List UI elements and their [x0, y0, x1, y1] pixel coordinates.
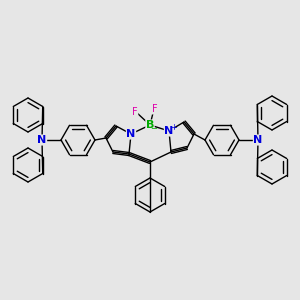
Text: −: − — [150, 124, 157, 134]
Text: N: N — [164, 126, 174, 136]
Text: N: N — [126, 129, 136, 139]
Text: F: F — [132, 107, 138, 117]
Text: +: + — [171, 122, 177, 131]
Text: N: N — [254, 135, 262, 145]
Text: B: B — [146, 120, 154, 130]
Text: F: F — [152, 104, 158, 114]
Text: N: N — [38, 135, 46, 145]
